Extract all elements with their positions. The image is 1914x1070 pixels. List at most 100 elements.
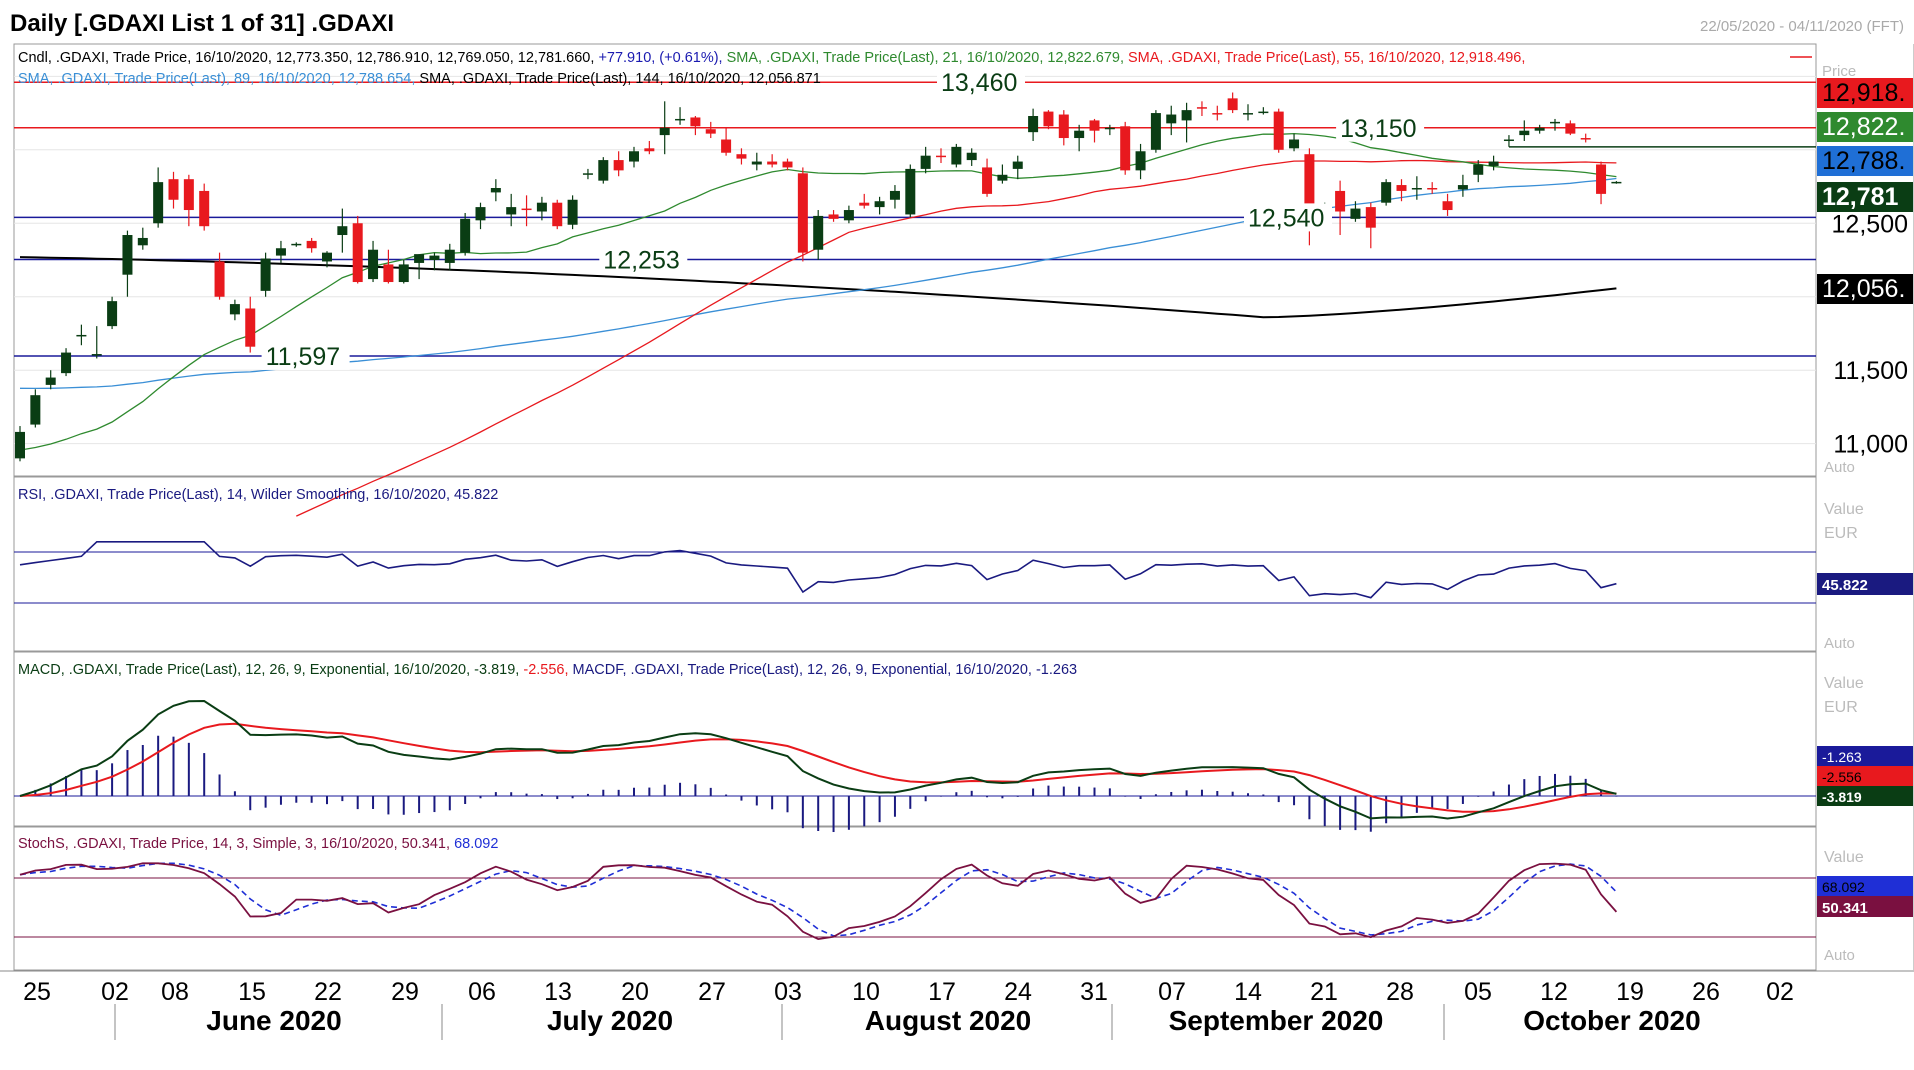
candle-body xyxy=(122,235,133,275)
level-label: 12,540 xyxy=(1248,204,1324,232)
macd-hist-tag-bg xyxy=(1817,746,1913,766)
stoch-signal-tag: 68.092 xyxy=(1822,879,1865,895)
macd-main-tag: -3.819 xyxy=(1822,789,1862,805)
sma-144-line xyxy=(19,256,1617,319)
candle-body xyxy=(153,182,164,224)
candle-body xyxy=(1058,114,1069,139)
candle-body xyxy=(229,304,240,315)
candle-body xyxy=(337,226,348,236)
rsi-legend: RSI, .GDAXI, Trade Price(Last), 14, Wild… xyxy=(18,487,498,503)
candle-body xyxy=(1304,154,1315,213)
candle-body xyxy=(536,202,547,212)
candle-body xyxy=(629,151,639,162)
candle-body xyxy=(951,146,962,165)
x-tick-label: 02 xyxy=(101,978,129,1006)
rsi-unit-label: EUR xyxy=(1824,525,1858,542)
candle-body xyxy=(1580,138,1591,140)
level-label-bg xyxy=(599,245,688,274)
x-tick-label: 19 xyxy=(1616,978,1644,1006)
candle-body xyxy=(183,179,194,211)
x-tick-label: 22 xyxy=(314,978,342,1006)
candle-body xyxy=(1473,164,1484,175)
stoch-legend-signal: 68.092 xyxy=(454,836,498,852)
candle-body xyxy=(905,168,916,215)
x-tick-label: 14 xyxy=(1234,978,1262,1006)
macd-unit-label: EUR xyxy=(1824,699,1858,716)
candle-body xyxy=(920,155,931,169)
candle-body xyxy=(797,173,808,253)
candle-body xyxy=(813,215,824,250)
macd-signal-line xyxy=(19,722,1617,813)
rsi-last-tag: 45.822 xyxy=(1822,577,1868,594)
x-tick-label: 28 xyxy=(1386,978,1414,1006)
candle-body xyxy=(1289,139,1300,149)
rsi-value-label: Value xyxy=(1824,501,1864,518)
candle-body xyxy=(1012,161,1023,169)
level-label-bg xyxy=(1336,113,1425,142)
candle-body xyxy=(1488,161,1499,166)
candle-body xyxy=(1596,164,1607,194)
x-tick-label: 07 xyxy=(1158,978,1186,1006)
candle-body xyxy=(1550,121,1560,124)
candle-body xyxy=(997,174,1008,181)
stoch-legend-main: StochS, .GDAXI, Trade Price, 14, 3, Simp… xyxy=(18,836,454,852)
candle-body xyxy=(644,148,655,152)
legend-sma21: SMA, .GDAXI, Trade Price(Last), 21, 16/1… xyxy=(727,50,1128,66)
legend-cndl: Cndl, .GDAXI, Trade Price, 16/10/2020, 1… xyxy=(18,50,598,66)
x-tick-label: 12 xyxy=(1540,978,1568,1006)
macd-value-label: Value xyxy=(1824,675,1864,692)
level-label: 13,150 xyxy=(1340,115,1416,143)
macd-main-tag-bg xyxy=(1817,786,1913,806)
date-range: 22/05/2020 - 04/11/2020 (FFT) xyxy=(1700,18,1904,35)
candle-body xyxy=(107,301,118,327)
macd-signal-tag: -2.556 xyxy=(1822,769,1862,785)
x-tick-label: 20 xyxy=(621,978,649,1006)
x-axis: 25 02 08 15 22 29 06 13 20 27 03 10 17 24 31 07 14 21 28 05… xyxy=(0,970,1914,1040)
x-month-label: August 2020 xyxy=(865,1005,1032,1036)
candle-body xyxy=(889,190,900,200)
candle-body xyxy=(982,167,993,194)
macd-panel-frame xyxy=(13,651,1817,827)
candle-body xyxy=(1365,207,1376,228)
level-label: 12,253 xyxy=(603,247,679,275)
x-tick-label: 05 xyxy=(1464,978,1492,1006)
candle-body xyxy=(91,354,102,356)
stoch-value-label: Value xyxy=(1824,849,1864,866)
price-tag: 12,918. xyxy=(1822,79,1905,107)
candle-body xyxy=(552,202,563,227)
candle-body xyxy=(705,129,716,134)
x-tick-label: 29 xyxy=(391,978,419,1006)
candle-body xyxy=(1089,120,1100,131)
stoch-main-line xyxy=(19,862,1618,941)
x-tick-label: 06 xyxy=(468,978,496,1006)
candle-body xyxy=(61,352,72,374)
candle-body xyxy=(936,155,946,158)
candle-body xyxy=(675,118,686,121)
candle-body xyxy=(1519,130,1530,136)
candle-body xyxy=(1028,116,1039,133)
level-label-bg xyxy=(937,68,1025,97)
x-tick-label: 08 xyxy=(161,978,189,1006)
candle-body xyxy=(659,127,670,136)
candle-body xyxy=(30,395,41,425)
x-tick-label: 26 xyxy=(1692,978,1720,1006)
stoch-main-tag-bg xyxy=(1817,896,1913,917)
x-tick-label: 31 xyxy=(1080,978,1108,1006)
candle-body xyxy=(15,431,25,459)
candle-body xyxy=(1611,181,1622,184)
sma-55-line xyxy=(296,159,1617,517)
candle-body xyxy=(1427,188,1438,190)
price-auto-label: Auto xyxy=(1824,459,1855,476)
x-tick-label: 15 xyxy=(238,978,266,1006)
level-labels: 13,460 13,150 12,540 12,253 11,597 xyxy=(261,68,1425,371)
candle-body xyxy=(1150,113,1161,150)
stoch-signal-tag-bg xyxy=(1817,876,1913,896)
candle-body xyxy=(1227,98,1238,111)
legend-sma55: SMA, .GDAXI, Trade Price(Last), 55, 16/1… xyxy=(1128,50,1525,66)
macd-legend-hist: MACDF, .GDAXI, Trade Price(Last), 12, 26… xyxy=(573,662,1078,678)
candle-body xyxy=(368,249,379,280)
rsi-line xyxy=(19,541,1617,599)
candle-body xyxy=(490,188,501,193)
price-legend-line1: Cndl, .GDAXI, Trade Price, 16/10/2020, 1… xyxy=(18,50,1525,66)
